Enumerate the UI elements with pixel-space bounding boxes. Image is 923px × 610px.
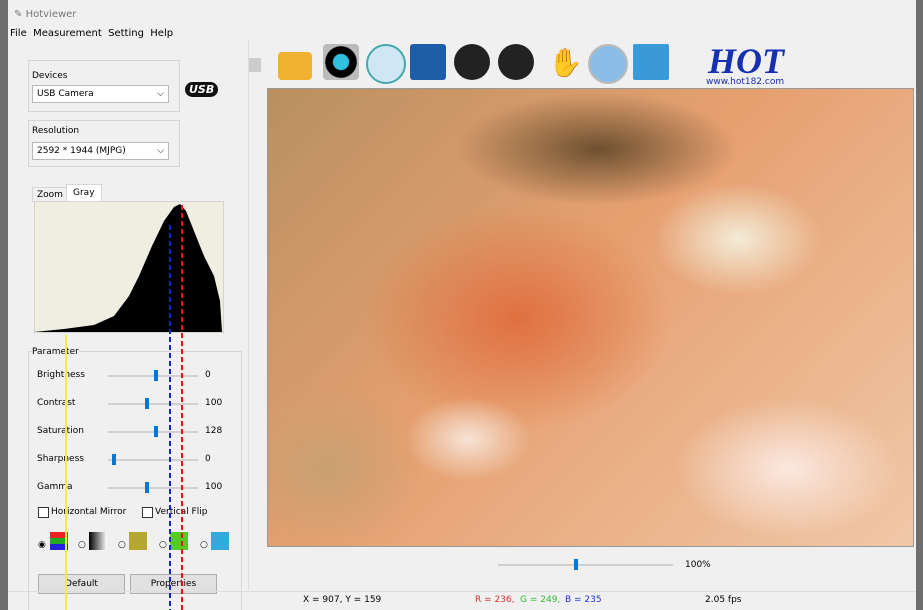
combo-value: 2592 * 1944 (MJPG): [37, 146, 126, 156]
checkbox-label: Horizontal Mirror: [51, 507, 127, 517]
video-icon[interactable]: [410, 44, 446, 80]
window-title: ✎ Hotviewer: [14, 9, 77, 20]
slider-thumb[interactable]: [154, 370, 158, 381]
combo-value: USB Camera: [37, 89, 94, 99]
properties-button[interactable]: Properties: [130, 574, 217, 594]
stop-icon[interactable]: [498, 44, 534, 80]
zoom-icon[interactable]: [588, 44, 628, 84]
parameter-name: Sharpness: [37, 454, 84, 464]
menu-item[interactable]: Measurement: [33, 28, 102, 39]
group-label: Resolution: [32, 126, 80, 136]
group-label: Parameter: [32, 347, 79, 357]
menu-item[interactable]: File: [10, 28, 27, 39]
resolution-group: [28, 120, 180, 167]
slider-thumb[interactable]: [112, 454, 116, 465]
toolbar: ✋ HOT www.hot182.com: [278, 41, 818, 87]
status-fps: 2.05 fps: [705, 595, 742, 605]
checkbox[interactable]: [38, 507, 49, 518]
app-window: ✎ Hotviewer File Measurement Setting Hel…: [8, 0, 916, 610]
status-r: R = 236,: [475, 595, 515, 605]
parameter-slider[interactable]: [108, 459, 198, 461]
parameter-value: 0: [205, 454, 211, 464]
parameter-name: Contrast: [37, 398, 76, 408]
camera-view: [267, 88, 914, 547]
status-g: G = 249,: [520, 595, 561, 605]
default-button[interactable]: Default: [38, 574, 125, 594]
parameter-name: Brightness: [37, 370, 85, 380]
checkbox[interactable]: [142, 507, 153, 518]
histogram-shape: [34, 204, 222, 332]
parameter-value: 100: [205, 398, 223, 408]
device-combo[interactable]: USB Camera ⌵: [32, 85, 169, 103]
resolution-combo[interactable]: 2592 * 1944 (MJPG) ⌵: [32, 142, 169, 160]
menu-bar: File Measurement Setting Help: [10, 28, 173, 39]
histogram: [34, 201, 224, 333]
status-b: B = 235: [565, 595, 602, 605]
open-icon[interactable]: [278, 52, 312, 80]
brand-logo: HOT: [708, 41, 784, 81]
usb-logo: USB: [185, 82, 219, 97]
scrollbar[interactable]: [248, 40, 263, 590]
zoom-thumb[interactable]: [574, 559, 578, 570]
slider-thumb[interactable]: [154, 426, 158, 437]
zoom-slider[interactable]: [498, 564, 673, 566]
parameter-value: 128: [205, 426, 223, 436]
parameter-name: Saturation: [37, 426, 84, 436]
timer-icon[interactable]: [366, 44, 406, 84]
parameter-name: Gamma: [37, 482, 73, 492]
status-coords: X = 907, Y = 159: [303, 595, 382, 605]
status-bar: X = 907, Y = 159 R = 236, G = 249, B = 2…: [8, 591, 916, 610]
title-text: Hotviewer: [25, 9, 77, 20]
brand-url: www.hot182.com: [706, 77, 785, 87]
group-label: Devices: [32, 71, 68, 81]
slider-thumb[interactable]: [145, 398, 149, 409]
capture-icon[interactable]: [323, 44, 359, 80]
parameter-slider[interactable]: [108, 375, 198, 377]
menu-item[interactable]: Setting: [108, 28, 144, 39]
zoom-label: 100%: [685, 560, 711, 570]
pause-icon[interactable]: [454, 44, 490, 80]
hand-icon[interactable]: ✋: [548, 46, 583, 79]
parameter-value: 0: [205, 370, 211, 380]
parameter-value: 100: [205, 482, 223, 492]
parameter-slider[interactable]: [108, 487, 198, 489]
slider-thumb[interactable]: [145, 482, 149, 493]
fit-icon[interactable]: [633, 44, 669, 80]
tab[interactable]: Gray: [66, 184, 102, 201]
parameter-slider[interactable]: [108, 403, 198, 405]
devices-group: [28, 60, 180, 112]
menu-item[interactable]: Help: [150, 28, 174, 39]
parameter-slider[interactable]: [108, 431, 198, 433]
parameter-group: [28, 351, 242, 610]
